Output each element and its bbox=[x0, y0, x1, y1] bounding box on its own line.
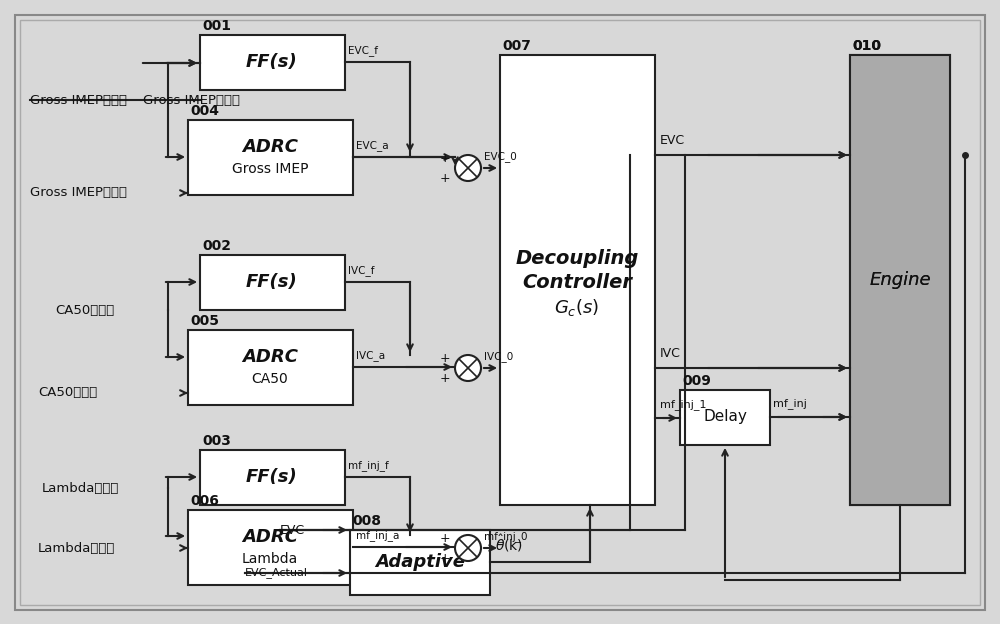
Text: 006: 006 bbox=[190, 494, 219, 508]
Text: Gross IMEP实际值: Gross IMEP实际值 bbox=[30, 187, 127, 200]
Text: 001: 001 bbox=[202, 19, 231, 33]
Text: FF(s): FF(s) bbox=[246, 468, 298, 486]
Text: EVC_0: EVC_0 bbox=[484, 151, 517, 162]
Text: 004: 004 bbox=[190, 104, 219, 118]
Text: mf_inj_a: mf_inj_a bbox=[356, 530, 399, 541]
Text: ADRC: ADRC bbox=[242, 528, 298, 546]
Text: ADRC: ADRC bbox=[242, 138, 298, 156]
Text: mf_inj: mf_inj bbox=[773, 398, 807, 409]
Bar bbox=[188, 120, 353, 195]
Text: CA50: CA50 bbox=[252, 372, 288, 386]
Bar bbox=[200, 255, 345, 310]
Circle shape bbox=[455, 355, 481, 381]
Bar bbox=[25, 537, 185, 562]
Text: mf_inj_0: mf_inj_0 bbox=[484, 531, 528, 542]
Text: IVC: IVC bbox=[660, 347, 681, 360]
Text: +: + bbox=[440, 172, 450, 185]
Text: +: + bbox=[440, 532, 450, 545]
Circle shape bbox=[455, 155, 481, 181]
Text: Lambda: Lambda bbox=[242, 552, 298, 566]
Text: Engine: Engine bbox=[869, 271, 931, 289]
Text: EVC: EVC bbox=[660, 134, 685, 147]
Text: 010: 010 bbox=[852, 39, 881, 53]
Text: EVC_a: EVC_a bbox=[356, 140, 389, 151]
Text: Delay: Delay bbox=[703, 409, 747, 424]
Text: $\hat{\theta}$(k): $\hat{\theta}$(k) bbox=[495, 533, 523, 554]
Text: 005: 005 bbox=[190, 314, 219, 328]
Text: Decoupling: Decoupling bbox=[515, 248, 639, 268]
Text: mf_inj_1: mf_inj_1 bbox=[660, 399, 706, 410]
Bar bbox=[188, 510, 353, 585]
Text: IVC_f: IVC_f bbox=[348, 265, 374, 276]
Text: mf_inj_f: mf_inj_f bbox=[348, 460, 389, 471]
Text: ADRC: ADRC bbox=[242, 348, 298, 366]
Text: FF(s): FF(s) bbox=[246, 53, 298, 71]
Text: 003: 003 bbox=[202, 434, 231, 448]
Bar bbox=[850, 55, 950, 505]
Text: EVC: EVC bbox=[280, 524, 305, 537]
Text: CA50设定值: CA50设定值 bbox=[55, 303, 114, 316]
Text: Engine: Engine bbox=[869, 271, 931, 289]
Text: Controller: Controller bbox=[522, 273, 632, 291]
Bar bbox=[500, 55, 655, 505]
Text: 008: 008 bbox=[352, 514, 381, 528]
Text: +: + bbox=[440, 351, 450, 364]
Text: IVC_a: IVC_a bbox=[356, 350, 385, 361]
Text: IVC_0: IVC_0 bbox=[484, 351, 513, 362]
Text: 007: 007 bbox=[502, 39, 531, 53]
Text: CA50实际值: CA50实际值 bbox=[38, 386, 97, 399]
Text: EVC_f: EVC_f bbox=[348, 45, 378, 56]
Text: Lambda设定值: Lambda设定值 bbox=[42, 482, 119, 494]
Text: Gross IMEP: Gross IMEP bbox=[232, 162, 308, 176]
Text: +: + bbox=[440, 552, 450, 565]
Text: 010: 010 bbox=[852, 39, 881, 53]
Text: Gross IMEP设定值: Gross IMEP设定值 bbox=[143, 94, 240, 107]
Bar bbox=[350, 530, 490, 595]
Text: +: + bbox=[440, 371, 450, 384]
Text: EVC_Actual: EVC_Actual bbox=[245, 568, 308, 578]
Bar bbox=[200, 35, 345, 90]
Bar bbox=[25, 182, 185, 207]
Bar bbox=[850, 55, 950, 505]
Bar bbox=[25, 383, 185, 408]
Text: 009: 009 bbox=[682, 374, 711, 388]
Circle shape bbox=[455, 535, 481, 561]
Text: $G_c(s)$: $G_c(s)$ bbox=[554, 298, 600, 318]
Text: Adaptive: Adaptive bbox=[375, 553, 465, 571]
Bar bbox=[188, 330, 353, 405]
Text: +: + bbox=[440, 152, 450, 165]
Text: Gross IMEP设定值: Gross IMEP设定值 bbox=[30, 94, 127, 107]
Text: 002: 002 bbox=[202, 239, 231, 253]
Bar bbox=[680, 390, 770, 445]
Text: Lambda实际值: Lambda实际值 bbox=[38, 542, 115, 555]
Text: FF(s): FF(s) bbox=[246, 273, 298, 291]
Bar bbox=[200, 450, 345, 505]
